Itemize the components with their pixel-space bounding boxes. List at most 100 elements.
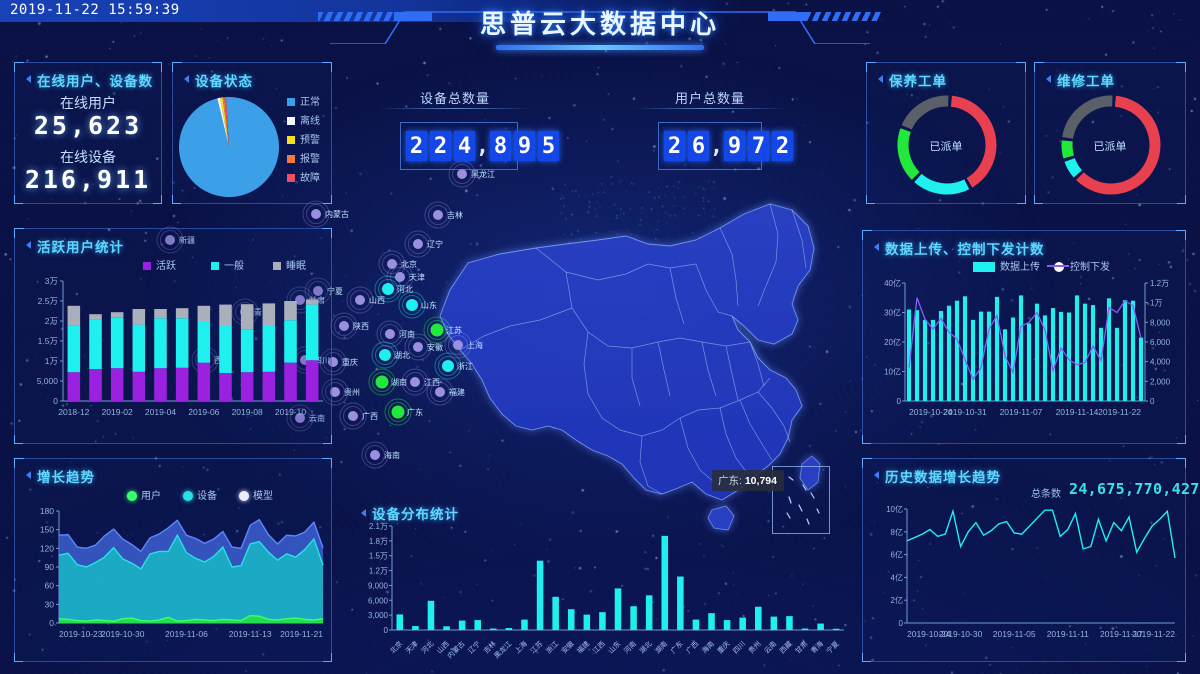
legend-item-故障[interactable]: 故障: [287, 169, 320, 184]
bar-segment[interactable]: [89, 319, 102, 369]
bar-segment[interactable]: [240, 304, 254, 330]
bar-segment[interactable]: [284, 301, 297, 321]
bar-segment[interactable]: [89, 314, 102, 320]
upload-bar[interactable]: [978, 311, 984, 401]
upload-bar[interactable]: [1050, 308, 1056, 401]
active-users-bar-chart[interactable]: 0 5,000 1万 1.5万 2万 2.5万 3万 2018-12 2019-02 2019-0…: [15, 273, 333, 443]
bar-云南[interactable]: [770, 616, 778, 630]
bar-segment[interactable]: [262, 325, 276, 372]
upload-bar[interactable]: [1002, 329, 1008, 401]
upload-bar[interactable]: [930, 319, 936, 401]
upload-bar[interactable]: [1074, 295, 1080, 401]
device-status-pie-chart[interactable]: [177, 95, 281, 199]
bar-黑龙江[interactable]: [505, 628, 513, 630]
bar-江苏[interactable]: [536, 560, 544, 630]
bar-辽宁[interactable]: [474, 620, 481, 630]
legend-item-睡眠[interactable]: 睡眠: [273, 257, 306, 272]
upload-bar[interactable]: [986, 311, 992, 401]
control-line[interactable]: [908, 297, 1142, 381]
upload-bar[interactable]: [1010, 317, 1016, 401]
bar-segment[interactable]: [67, 372, 81, 401]
bar-segment[interactable]: [110, 317, 124, 369]
bar-segment[interactable]: [132, 324, 146, 372]
donut-segment-未派单[interactable]: [1062, 95, 1113, 140]
bar-segment[interactable]: [219, 325, 232, 373]
bar-segment[interactable]: [154, 368, 167, 401]
legend-item-离线[interactable]: 离线: [287, 112, 320, 127]
upload-bar[interactable]: [994, 296, 1000, 401]
legend-item-正常[interactable]: 正常: [287, 93, 320, 108]
donut-segment-已完成[interactable]: [1064, 157, 1083, 178]
upload-control-combo-chart[interactable]: 0 10亿 20亿 30亿 40亿 0 2,000 4,000 6,000 8,000 1万 1.2万…: [863, 275, 1187, 441]
bar-segment[interactable]: [305, 299, 319, 305]
bar-浙江[interactable]: [552, 596, 559, 630]
legend-item-upload[interactable]: 数据上传: [973, 258, 1040, 273]
bar-北京[interactable]: [396, 614, 404, 630]
bar-广西[interactable]: [692, 619, 700, 630]
bar-segment[interactable]: [305, 360, 319, 401]
bar-内蒙古[interactable]: [458, 620, 466, 630]
bar-segment[interactable]: [175, 308, 189, 319]
bar-广东[interactable]: [677, 576, 684, 630]
bar-重庆[interactable]: [723, 620, 731, 630]
bar-segment[interactable]: [67, 305, 81, 326]
bar-segment[interactable]: [110, 368, 124, 401]
bar-贵州[interactable]: [755, 606, 762, 630]
bar-河南[interactable]: [630, 606, 637, 630]
upload-bar[interactable]: [914, 310, 920, 401]
upload-bar[interactable]: [1130, 300, 1136, 401]
history-line[interactable]: [906, 508, 1176, 559]
upload-bar[interactable]: [970, 319, 976, 401]
bar-四川[interactable]: [739, 617, 746, 630]
bar-segment[interactable]: [132, 309, 146, 325]
bar-segment[interactable]: [175, 367, 189, 401]
bar-segment[interactable]: [284, 320, 297, 363]
bar-segment[interactable]: [262, 303, 276, 325]
bar-segment[interactable]: [305, 304, 319, 361]
upload-bar[interactable]: [938, 311, 944, 401]
upload-bar[interactable]: [1138, 337, 1144, 401]
bar-山西[interactable]: [443, 626, 450, 630]
bar-segment[interactable]: [110, 312, 124, 318]
bar-segment[interactable]: [132, 371, 146, 401]
bar-上海[interactable]: [521, 619, 528, 630]
upload-bar[interactable]: [1114, 327, 1120, 401]
bar-segment[interactable]: [89, 369, 102, 401]
legend-item-模型[interactable]: 模型: [239, 487, 273, 502]
bar-segment[interactable]: [197, 305, 211, 321]
bar-segment[interactable]: [240, 329, 254, 373]
bar-吉林[interactable]: [490, 628, 497, 630]
bar-segment[interactable]: [284, 362, 297, 401]
legend-item-一般[interactable]: 一般: [211, 257, 244, 272]
upload-bar[interactable]: [962, 296, 968, 401]
bar-湖北[interactable]: [645, 595, 653, 630]
legend-item-预警[interactable]: 预警: [287, 131, 320, 146]
upload-bar[interactable]: [922, 319, 928, 401]
bar-江西[interactable]: [599, 612, 606, 630]
upload-bar[interactable]: [1090, 305, 1096, 401]
bar-segment[interactable]: [197, 321, 211, 363]
upload-bar[interactable]: [1082, 303, 1088, 401]
legend-item-报警[interactable]: 报警: [287, 150, 320, 165]
bar-segment[interactable]: [240, 372, 254, 401]
upload-bar[interactable]: [1122, 300, 1128, 401]
upload-bar[interactable]: [1018, 295, 1024, 401]
bar-天津[interactable]: [412, 626, 419, 630]
bar-青海[interactable]: [817, 623, 824, 630]
bar-安徽[interactable]: [567, 609, 575, 630]
bar-宁夏[interactable]: [832, 628, 840, 630]
upload-bar[interactable]: [946, 305, 952, 401]
bar-海南[interactable]: [708, 613, 715, 630]
upload-bar[interactable]: [1058, 311, 1064, 401]
legend-item-用户[interactable]: 用户: [127, 487, 161, 502]
donut-segment-未派单[interactable]: [901, 95, 949, 130]
upload-bar[interactable]: [1026, 323, 1032, 401]
upload-bar[interactable]: [954, 300, 960, 401]
bar-西藏[interactable]: [786, 616, 793, 630]
upload-bar[interactable]: [1098, 327, 1104, 401]
legend-item-control[interactable]: 控制下发: [1047, 258, 1110, 273]
bar-segment[interactable]: [154, 309, 167, 319]
bar-segment[interactable]: [154, 318, 167, 369]
